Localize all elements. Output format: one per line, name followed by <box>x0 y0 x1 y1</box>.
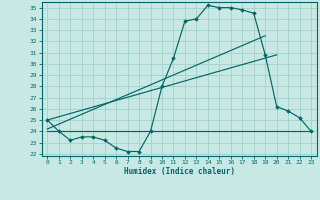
X-axis label: Humidex (Indice chaleur): Humidex (Indice chaleur) <box>124 167 235 176</box>
